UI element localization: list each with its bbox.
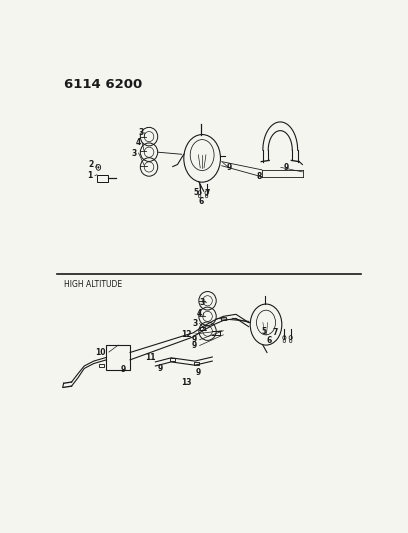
Text: 4: 4	[135, 138, 140, 147]
Text: 5: 5	[193, 188, 198, 197]
Bar	[221, 317, 226, 320]
Text: 6: 6	[267, 336, 272, 345]
Text: 9: 9	[191, 341, 197, 350]
Text: 9: 9	[158, 364, 163, 373]
Text: 12: 12	[181, 329, 192, 338]
Text: 9: 9	[227, 163, 232, 172]
Text: 2: 2	[89, 160, 94, 169]
Text: 6: 6	[198, 197, 204, 206]
Text: 3: 3	[193, 319, 198, 328]
Circle shape	[98, 166, 99, 168]
Text: 8: 8	[257, 172, 262, 181]
Text: HIGH ALTITUDE: HIGH ALTITUDE	[64, 280, 122, 289]
Text: 5: 5	[261, 327, 266, 336]
Bar	[97, 175, 108, 182]
Text: 6114 6200: 6114 6200	[64, 77, 142, 91]
Bar	[106, 345, 130, 370]
Bar	[194, 362, 199, 365]
Text: 11: 11	[145, 353, 156, 362]
Text: 9: 9	[196, 368, 201, 377]
Bar	[171, 358, 175, 361]
Text: 7: 7	[205, 189, 211, 198]
Text: 9: 9	[121, 365, 126, 374]
Text: 3: 3	[138, 128, 143, 137]
Text: 10: 10	[95, 348, 106, 357]
Text: 7: 7	[273, 328, 278, 337]
Text: 9: 9	[284, 163, 288, 172]
Bar	[99, 364, 104, 367]
Text: 3: 3	[132, 149, 137, 158]
Text: 13: 13	[181, 377, 192, 386]
Text: 4: 4	[197, 309, 202, 318]
Text: 9: 9	[191, 335, 197, 344]
Text: 1: 1	[87, 171, 93, 180]
Text: 3: 3	[200, 298, 205, 308]
Bar	[200, 327, 206, 330]
